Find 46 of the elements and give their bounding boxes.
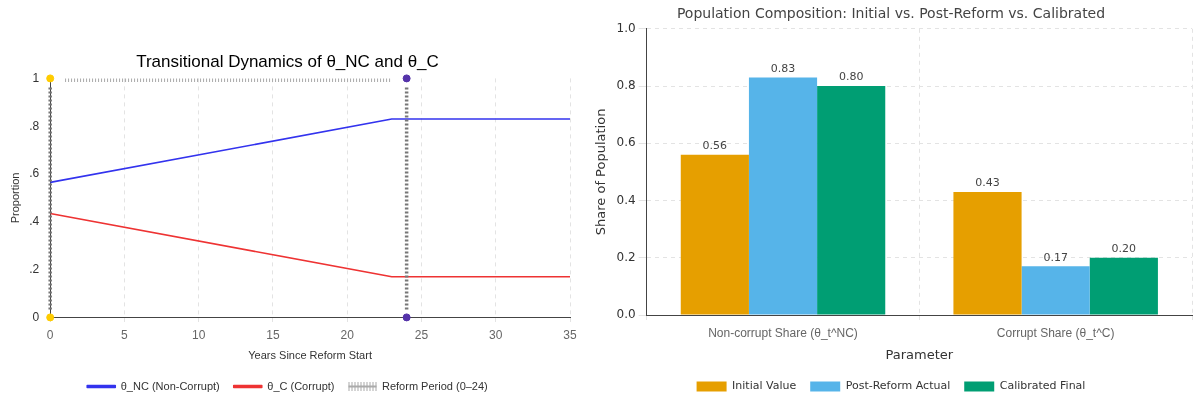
y-tick-label: 0.6 bbox=[616, 135, 636, 150]
bar bbox=[748, 77, 818, 315]
x-tick-label: 5 bbox=[121, 327, 129, 342]
legend-label: θ_C (Corrupt) bbox=[267, 379, 335, 392]
y-tick-label: .4 bbox=[29, 214, 40, 229]
legend-label: Post-Reform Actual bbox=[845, 379, 951, 393]
x-tick-label: 0 bbox=[46, 327, 54, 342]
y-tick-label: 0 bbox=[32, 309, 40, 324]
y-tick-label: 1.0 bbox=[616, 20, 636, 35]
x-tick-label: 35 bbox=[563, 327, 577, 342]
bar bbox=[817, 86, 886, 315]
y-tick-label: .8 bbox=[29, 118, 40, 133]
y-axis-title: Share of Population bbox=[593, 108, 609, 236]
y-tick-label: 0.8 bbox=[616, 78, 636, 93]
legend-label: Calibrated Final bbox=[999, 379, 1086, 393]
legend-label: Initial Value bbox=[732, 379, 797, 393]
x-tick-label: Non-corrupt Share (θ_t^NC) bbox=[708, 325, 858, 340]
x-axis-title: Parameter bbox=[885, 346, 954, 362]
y-tick-label: 0.0 bbox=[616, 307, 636, 322]
legend-label: θ_NC (Non-Corrupt) bbox=[120, 379, 220, 392]
data-label: 0.56 bbox=[702, 139, 728, 153]
y-tick-label: .2 bbox=[29, 261, 40, 276]
x-tick-label: 25 bbox=[414, 327, 429, 342]
bar bbox=[1089, 257, 1158, 315]
chart-title: Transitional Dynamics of θ_NC and θ_C bbox=[136, 51, 439, 71]
y-tick-label: .6 bbox=[29, 166, 40, 181]
data-label: 0.17 bbox=[1043, 250, 1068, 264]
data-label: 0.20 bbox=[1111, 242, 1137, 256]
x-tick-label: Corrupt Share (θ_t^C) bbox=[996, 325, 1115, 340]
data-label: 0.43 bbox=[975, 176, 1000, 190]
y-tick-label: 1 bbox=[32, 70, 40, 85]
data-label: 0.83 bbox=[770, 61, 796, 75]
y-axis-title: Proportion bbox=[8, 172, 21, 224]
x-tick-label: 15 bbox=[266, 327, 280, 342]
bar bbox=[953, 191, 1022, 315]
chart-title: Population Composition: Initial vs. Post-Reform vs. Calibrated bbox=[676, 5, 1106, 22]
y-tick-label: 0.4 bbox=[616, 192, 636, 207]
bar bbox=[680, 154, 749, 315]
y-tick-label: 0.2 bbox=[616, 249, 636, 264]
bar bbox=[1021, 266, 1090, 315]
legend-label: Reform Period (0–24) bbox=[382, 379, 488, 392]
x-axis-title: Years Since Reform Start bbox=[248, 349, 372, 362]
data-label: 0.80 bbox=[838, 70, 864, 84]
x-tick-label: 30 bbox=[489, 327, 503, 342]
x-tick-label: 20 bbox=[340, 327, 355, 342]
x-tick-label: 10 bbox=[192, 327, 206, 342]
